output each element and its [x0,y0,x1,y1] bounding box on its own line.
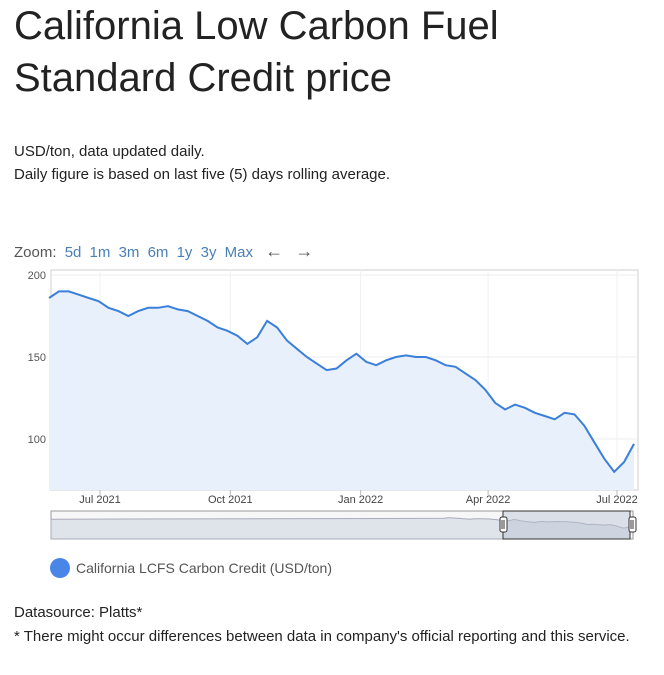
data-point[interactable] [146,306,150,310]
legend-dot-icon [50,558,70,578]
data-point[interactable] [543,414,547,418]
data-point[interactable] [325,368,329,372]
legend[interactable]: California LCFS Carbon Credit (USD/ton) [50,558,332,578]
data-point[interactable] [186,309,190,313]
x-tick-label: Jul 2021 [79,494,121,506]
data-point[interactable] [196,314,200,318]
x-tick-label: Oct 2021 [208,494,253,506]
disclaimer: * There might occur differences between … [14,628,630,645]
data-point[interactable] [513,403,517,407]
data-point[interactable] [255,335,259,339]
data-point[interactable] [225,329,229,333]
data-point[interactable] [582,424,586,428]
data-point[interactable] [354,352,358,356]
zoom-3y-button[interactable]: 3y [200,244,217,261]
data-point[interactable] [463,371,467,375]
data-point[interactable] [106,306,110,310]
data-point[interactable] [206,319,210,323]
datasource: Datasource: Platts* [14,604,143,621]
data-point[interactable] [483,388,487,392]
data-point[interactable] [424,355,428,359]
data-point[interactable] [414,355,418,359]
data-point[interactable] [67,289,71,293]
zoom-1m-button[interactable]: 1m [89,244,111,261]
legend-label: California LCFS Carbon Credit (USD/ton) [76,560,332,576]
x-tick-label: Jul 2022 [596,494,638,506]
data-point[interactable] [87,296,91,300]
data-point[interactable] [275,325,279,329]
data-point[interactable] [364,360,368,364]
data-point[interactable] [216,325,220,329]
zoom-5d-button[interactable]: 5d [64,244,82,261]
price-chart[interactable]: 100 150 200 Jul 2021 Oct 2021 Jan 2022 Apr 20… [0,0,664,560]
subtitle-note: Daily figure is based on last five (5) d… [14,166,391,183]
data-point[interactable] [503,407,507,411]
y-tick-label: 100 [28,434,46,446]
zoom-bar: Zoom: 5d 1m 3m 6m 1y 3y Max ← → [14,241,313,262]
navigator-series [50,517,631,540]
subtitle-units: USD/ton, data updated daily. [14,143,205,160]
data-point[interactable] [126,314,130,318]
data-point[interactable] [245,342,249,346]
series-line [48,290,635,474]
zoom-3m-button[interactable]: 3m [118,244,140,261]
data-point[interactable] [632,442,636,446]
data-point[interactable] [344,358,348,362]
zoom-label: Zoom: [14,244,57,261]
series-area [49,291,634,490]
data-point[interactable] [404,353,408,357]
data-point[interactable] [235,334,239,338]
data-point[interactable] [533,411,537,415]
x-axis: Jul 2021 Oct 2021 Jan 2022 Apr 2022 Jul 2022 [79,494,638,506]
data-point[interactable] [166,304,170,308]
page-title: California Low Carbon Fuel Standard Cred… [14,4,499,100]
data-point[interactable] [265,319,269,323]
data-point[interactable] [444,363,448,367]
data-point[interactable] [285,339,289,343]
data-point[interactable] [592,440,596,444]
data-point[interactable] [523,406,527,410]
data-point[interactable] [493,401,497,405]
data-point[interactable] [384,358,388,362]
data-point[interactable] [57,289,61,293]
data-point[interactable] [97,299,101,303]
data-point[interactable] [315,362,319,366]
y-tick-label: 150 [28,352,46,364]
data-point[interactable] [295,347,299,351]
data-point[interactable] [176,307,180,311]
data-point[interactable] [434,358,438,362]
data-point[interactable] [374,363,378,367]
data-point[interactable] [563,411,567,415]
data-point[interactable] [473,378,477,382]
back-arrow-icon[interactable]: ← [265,241,284,261]
data-point[interactable] [622,460,626,464]
data-point[interactable] [47,296,51,300]
data-point[interactable] [77,293,81,297]
zoom-6m-button[interactable]: 6m [147,244,169,261]
data-point[interactable] [454,365,458,369]
data-point[interactable] [305,355,309,359]
x-tick-label: Jan 2022 [338,494,383,506]
data-point[interactable] [573,412,577,416]
navigator-selection[interactable] [502,510,631,540]
zoom-max-button[interactable]: Max [224,244,253,261]
data-point[interactable] [156,306,160,310]
data-point[interactable] [116,309,120,313]
x-tick-label: Apr 2022 [466,494,511,506]
y-axis: 100 150 200 [28,270,46,446]
data-point[interactable] [394,355,398,359]
data-point[interactable] [612,470,616,474]
data-point[interactable] [553,417,557,421]
forward-arrow-icon[interactable]: → [295,241,314,261]
zoom-1y-button[interactable]: 1y [176,244,193,261]
data-point[interactable] [335,366,339,370]
data-point[interactable] [602,457,606,461]
range-navigator[interactable] [50,510,637,540]
data-point[interactable] [136,309,140,313]
y-tick-label: 200 [28,270,46,282]
